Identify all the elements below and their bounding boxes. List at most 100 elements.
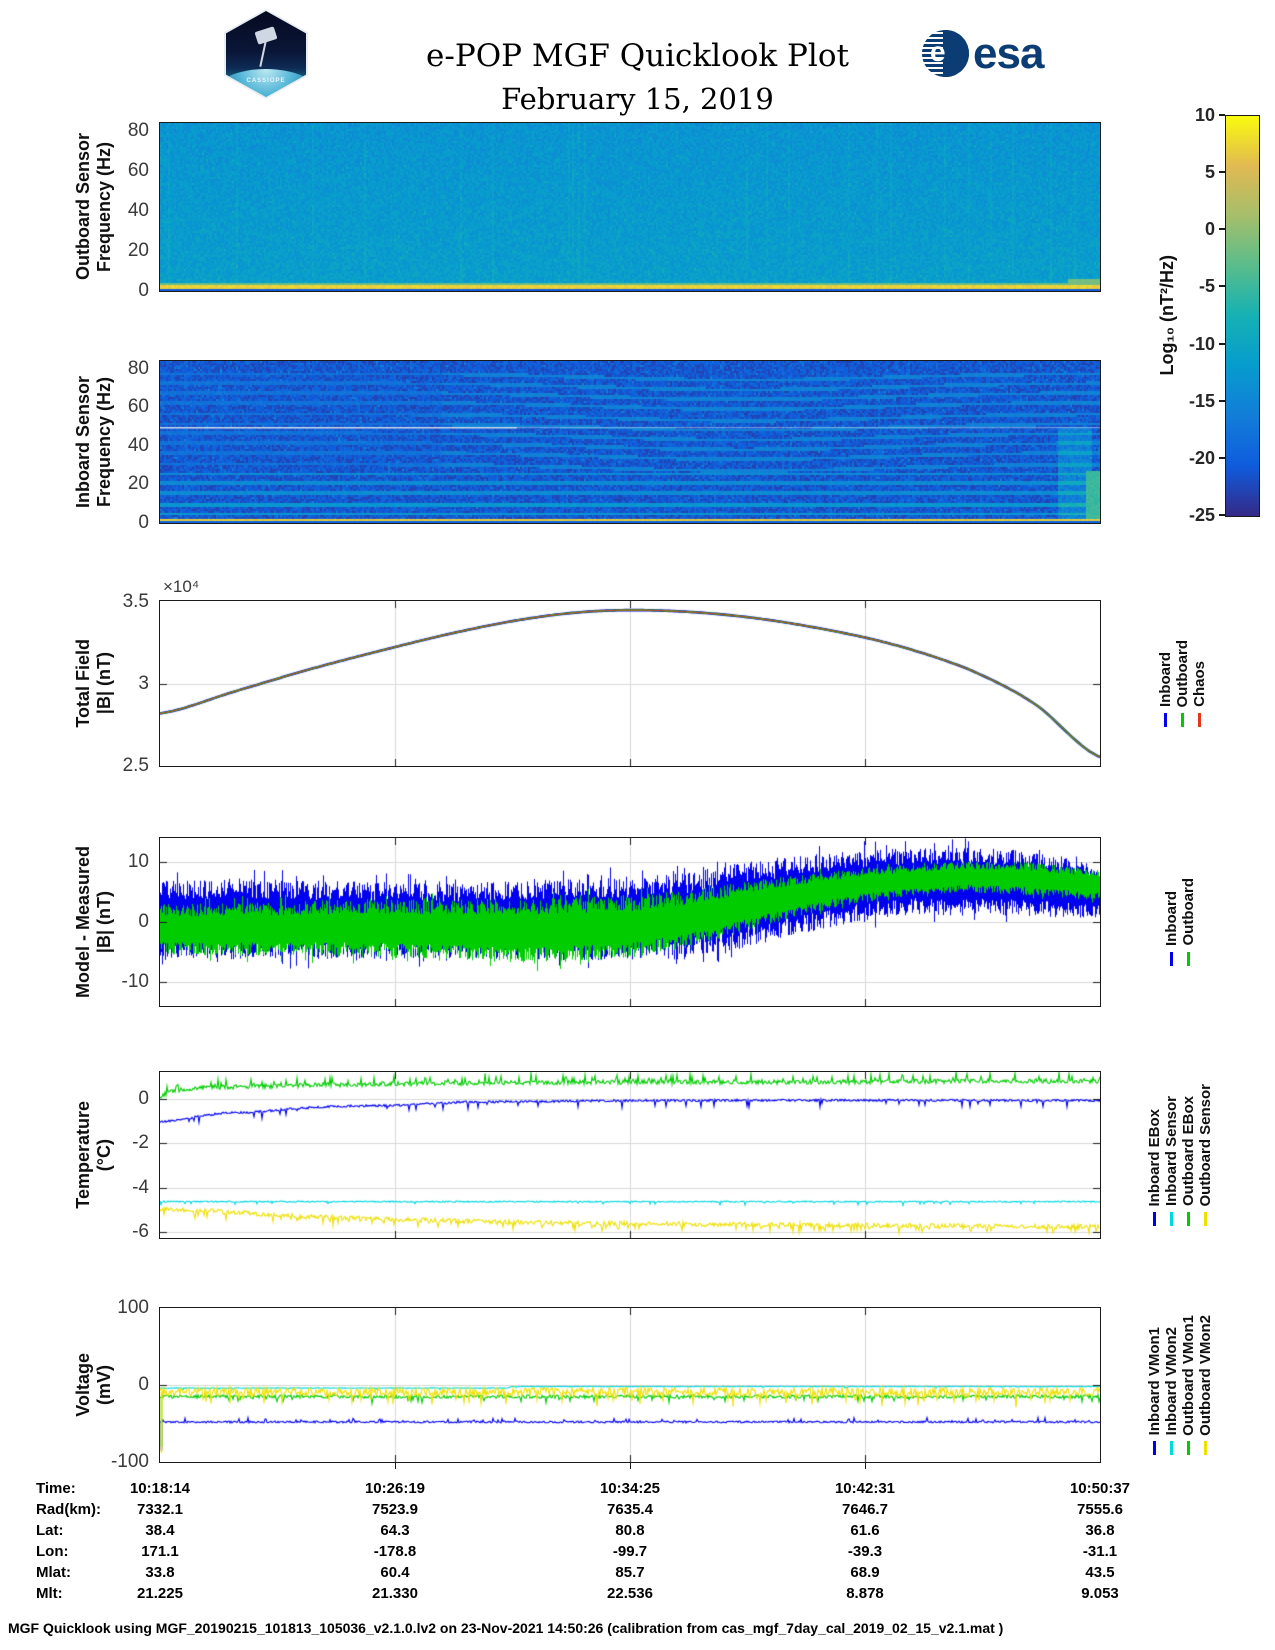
legend-color-tick (1181, 713, 1184, 728)
table-cell: 61.6 (850, 1522, 880, 1539)
legend-entry-label: Outboard (1180, 878, 1197, 946)
temperature-legend: Inboard EBox Inboard Sensor Outboard EBox O… (1146, 1072, 1214, 1238)
legend-entry-label: Inboard VMon2 (1163, 1327, 1180, 1436)
table-row-label: Lon: (36, 1543, 69, 1560)
legend-entry-inboard-vmon1: Inboard VMon1 (1146, 1327, 1163, 1456)
table-cell: 10:50:37 (1069, 1480, 1131, 1497)
table-cell: 9.053 (1081, 1585, 1119, 1602)
legend-entry-label: Outboard Sensor (1197, 1083, 1214, 1207)
model-minus-measured-panel (159, 837, 1101, 1007)
colorbar-tick (1219, 285, 1225, 288)
x-axis-tick (395, 1463, 396, 1469)
table-cell: 10:26:19 (364, 1480, 426, 1497)
colorbar-tick-label: -25 (1188, 505, 1215, 525)
table-row-label: Time: (36, 1480, 76, 1497)
legend-entry-label: Outboard VMon1 (1180, 1314, 1197, 1436)
legend-entry-outboard-sensor: Outboard Sensor (1197, 1084, 1214, 1227)
table-cell: 64.3 (380, 1522, 410, 1539)
esa-globe-icon: e (922, 30, 969, 77)
colorbar-tick (1219, 114, 1225, 116)
total-field-plot-area (160, 601, 1100, 766)
table-cell: -31.1 (1082, 1543, 1118, 1560)
model-minus-measured-plot-area (160, 838, 1100, 1006)
legend-entry-label: Outboard VMon2 (1197, 1314, 1214, 1436)
outboard-spectrogram-y-tick-label: 0 (138, 280, 149, 301)
table-cell: 8.878 (846, 1585, 884, 1602)
colorbar-tick-label: 0 (1204, 219, 1215, 240)
table-cell: 22.536 (607, 1585, 653, 1602)
model-minus-measured-y-tick-label: 0 (138, 911, 149, 932)
table-cell: 21.225 (137, 1585, 183, 1602)
voltage-legend-row: Inboard VMon1 Inboard VMon2 Outboard VMon1… (1146, 1315, 1214, 1456)
table-cell: 60.4 (380, 1564, 410, 1581)
legend-entry-inboard: Inboard (1157, 652, 1174, 728)
legend-entry-outboard-vmon1: Outboard VMon1 (1180, 1315, 1197, 1456)
outboard-spectrogram-y-tick-label: 20 (127, 240, 149, 261)
table-row-time: Time: 10:18:14 10:26:19 10:34:25 10:42:31 10:… (0, 1480, 1275, 1501)
legend-entry-label: Inboard VMon1 (1146, 1327, 1163, 1436)
legend-color-tick (1164, 713, 1167, 728)
legend-entry-inboard-ebox: Inboard EBox (1146, 1109, 1163, 1227)
table-cell: -178.8 (373, 1543, 417, 1560)
footer-note: MGF Quicklook using MGF_20190215_101813_… (8, 1620, 1004, 1636)
total-field-y-tick-label: 2.5 (122, 755, 149, 776)
table-cell: 7646.7 (842, 1501, 888, 1518)
table-cell: -39.3 (847, 1543, 883, 1560)
table-cell: 38.4 (145, 1522, 175, 1539)
table-cell: 7523.9 (372, 1501, 418, 1518)
table-cell: 7635.4 (607, 1501, 653, 1518)
table-row-mlt: Mlt: 21.225 21.330 22.536 8.878 9.053 (0, 1585, 1275, 1606)
colorbar-tick-label: -20 (1188, 447, 1215, 468)
legend-entry-label: Inboard (1163, 890, 1180, 946)
colorbar-tick-label: -15 (1188, 390, 1215, 411)
table-row-radkm: Rad(km): 7332.1 7523.9 7635.4 7646.7 7555.6 (0, 1501, 1275, 1522)
legend-entry-inboard-vmon2: Inboard VMon2 (1163, 1327, 1180, 1456)
x-axis-tick (865, 1463, 866, 1469)
legend-color-tick (1170, 1441, 1173, 1456)
legend-color-tick (1153, 1441, 1156, 1456)
legend-color-tick (1153, 1212, 1156, 1227)
table-cell: 85.7 (615, 1564, 645, 1581)
legend-entry-label: Inboard (1157, 652, 1174, 708)
table-row-lon: Lon: 171.1 -178.8 -99.7 -39.3 -31.1 (0, 1543, 1275, 1564)
temperature-y-tick-label: -2 (132, 1132, 149, 1154)
table-row-mlat: Mlat: 33.8 60.4 85.7 68.9 43.5 (0, 1564, 1275, 1585)
total-field-legend: Inboard Outboard Chaos (1157, 601, 1208, 766)
table-cell: -99.7 (612, 1543, 648, 1560)
table-cell: 10:42:31 (834, 1480, 896, 1497)
model-minus-measured-legend-row: Inboard Outboard (1163, 878, 1197, 966)
inboard-spectrogram-plot-area (160, 361, 1100, 523)
legend-entry-inboard: Inboard (1163, 891, 1180, 966)
table-cell: 21.330 (372, 1585, 418, 1602)
patch-satellite-boom (259, 41, 267, 67)
inboard-spectrogram-y-tick-label: 20 (127, 473, 149, 495)
colorbar-tick-label: 10 (1194, 105, 1215, 125)
temperature-y-tick-label: -4 (132, 1176, 149, 1198)
legend-entry-label: Inboard EBox (1146, 1108, 1163, 1207)
colorbar-tick (1219, 399, 1225, 402)
legend-entry-label: Chaos (1191, 661, 1208, 708)
inboard-spectrogram-panel (159, 360, 1101, 524)
model-minus-measured-y-tick-label: -10 (121, 971, 149, 992)
outboard-spectrogram-y-tick-label: 40 (127, 200, 149, 221)
legend-color-tick (1204, 1441, 1207, 1456)
model-minus-measured-legend: Inboard Outboard (1163, 838, 1197, 1006)
total-field-y-tick-label: 3 (138, 672, 149, 694)
outboard-spectrogram-y-tick-label: 80 (127, 120, 149, 141)
table-row-label: Lat: (36, 1522, 64, 1539)
table-cell: 80.8 (615, 1522, 645, 1539)
total-field-legend-row: Inboard Outboard Chaos (1157, 640, 1208, 728)
page-date: February 15, 2019 (501, 82, 774, 116)
colorbar-tick (1219, 514, 1225, 516)
esa-logo: e esa (922, 30, 1044, 77)
table-row-label: Mlt: (36, 1585, 63, 1602)
colorbar-tick-label: -10 (1188, 333, 1215, 354)
legend-entry-outboard-ebox: Outboard EBox (1180, 1096, 1197, 1227)
legend-color-tick (1198, 713, 1201, 728)
voltage-y-tick-label: -100 (110, 1451, 149, 1472)
voltage-y-tick-label: 0 (138, 1374, 149, 1395)
patch-label: CASSIOPE (246, 78, 286, 84)
outboard-spectrogram-y-tick-label: 60 (127, 160, 149, 181)
total-field-exponent-label: ×10⁴ (163, 577, 200, 596)
